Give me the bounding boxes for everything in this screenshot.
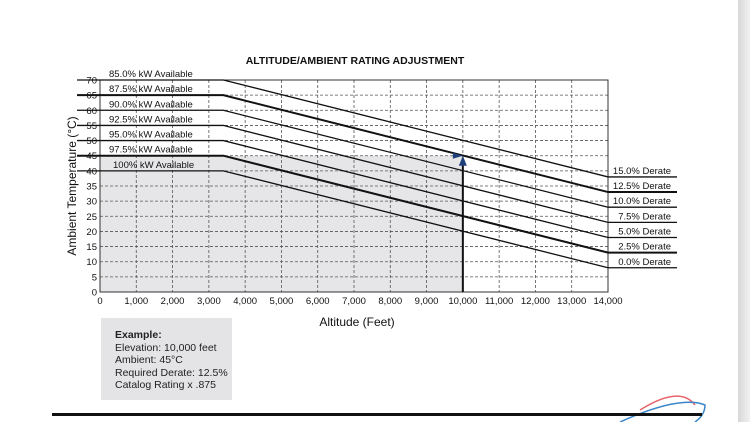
series-label-right: 5.0% Derate (618, 226, 671, 237)
x-tick-label: 0 (97, 296, 102, 307)
example-line: Required Derate: 12.5% (115, 366, 228, 379)
shaded-region (100, 155, 463, 292)
y-tick-label: 35 (86, 182, 97, 193)
example-line: Catalog Rating x .875 (115, 379, 216, 391)
series-label-right: 12.5% Derate (613, 181, 671, 192)
arrow-up-icon (458, 155, 467, 166)
x-axis-label: Altitude (Feet) (319, 315, 394, 329)
x-tick-label: 9,000 (415, 296, 439, 307)
series-label-right: 10.0% Derate (613, 196, 671, 207)
y-tick-label: 55 (86, 121, 97, 132)
x-tick-label: 3,000 (197, 296, 221, 307)
x-tick-label: 4,000 (233, 296, 257, 307)
series-label-right: 15.0% Derate (613, 166, 671, 177)
page-edge (738, 0, 750, 422)
x-tick-label: 10,000 (448, 296, 477, 307)
x-tick-label: 13,000 (557, 296, 586, 307)
series-label-left: 85.0% kW Available (109, 69, 193, 80)
y-tick-label: 40 (86, 166, 97, 177)
series-label-right: 0.0% Derate (618, 257, 671, 268)
series-label-left: 90.0% kW Available (109, 99, 193, 110)
series-line (77, 79, 677, 178)
series-line (77, 154, 677, 254)
series-label-left: 92.5% kW Available (109, 114, 193, 125)
series-line (77, 94, 677, 194)
series-line (77, 170, 677, 269)
y-tick-label: 60 (86, 106, 97, 117)
series-label-left: 95.0% kW Available (109, 130, 193, 141)
series-label-right: 7.5% Derate (618, 211, 671, 222)
y-tick-label: 50 (86, 136, 97, 147)
y-tick-label: 20 (86, 227, 97, 238)
y-tick-label: 0 (92, 288, 97, 299)
example-heading: Example: (115, 329, 162, 341)
x-tick-label: 8,000 (378, 296, 402, 307)
y-axis-label: Ambient Temperature (°C) (65, 116, 79, 255)
x-tick-label: 2,000 (161, 296, 185, 307)
example-box: Example: Elevation: 10,000 feet Ambient:… (101, 318, 232, 400)
series-label-left: 87.5% kW Available (109, 84, 193, 95)
x-tick-label: 7,000 (342, 296, 366, 307)
y-tick-label: 70 (86, 76, 97, 87)
footer-rule (52, 413, 702, 416)
example-line: Elevation: 10,000 feet (115, 341, 217, 354)
series-line (77, 139, 677, 239)
logo-swoosh-blue (619, 401, 706, 422)
series-label-right: 2.5% Derate (618, 242, 671, 253)
arrow-right-icon (452, 152, 463, 159)
x-tick-label: 14,000 (593, 296, 622, 307)
x-tick-label: 5,000 (270, 296, 294, 307)
example-line: Ambient: 45°C (115, 354, 183, 366)
y-tick-label: 25 (86, 212, 97, 223)
plot-frame (99, 79, 609, 293)
y-tick-label: 15 (86, 242, 97, 253)
series-line (77, 109, 677, 208)
x-tick-label: 12,000 (521, 296, 550, 307)
y-tick-label: 10 (86, 257, 97, 268)
y-tick-label: 5 (92, 272, 97, 283)
series-label-left: 97.5% kW Available (109, 145, 193, 156)
series-line (77, 124, 677, 223)
x-tick-label: 6,000 (306, 296, 330, 307)
y-tick-label: 30 (86, 197, 97, 208)
x-tick-label: 11,000 (485, 296, 513, 307)
chart-title: ALTITUDE/AMBIENT RATING ADJUSTMENT (246, 55, 465, 67)
x-tick-label: 1,000 (124, 296, 148, 307)
series-label-left: 100% kW Available (113, 160, 194, 171)
